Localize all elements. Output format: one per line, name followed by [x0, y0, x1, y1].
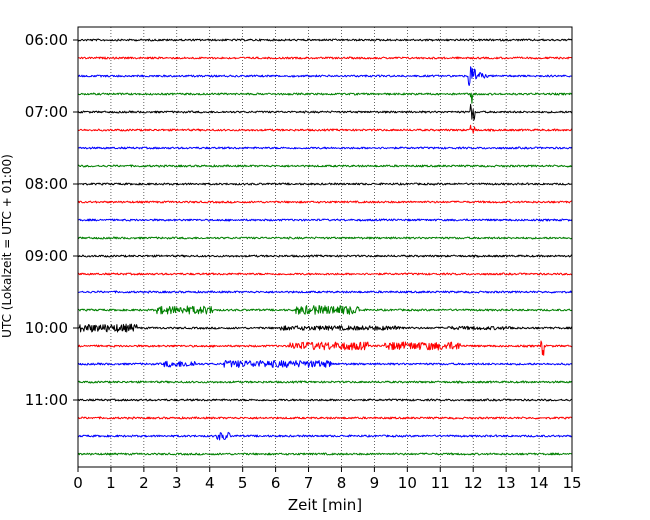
trace-17 — [77, 340, 573, 356]
y-tick-label-09:00: 09:00 — [25, 247, 68, 265]
x-tick-label-13: 13 — [497, 474, 516, 492]
trace-10 — [77, 218, 573, 222]
vertical-gridlines — [110, 27, 540, 467]
x-tick-label-11: 11 — [431, 474, 450, 492]
trace-0 — [77, 38, 573, 42]
trace-13 — [77, 272, 572, 276]
x-tick-label-1: 1 — [106, 474, 116, 492]
trace-5 — [77, 124, 573, 134]
trace-19 — [77, 380, 573, 384]
trace-7 — [77, 164, 573, 168]
x-tick-label-15: 15 — [562, 474, 581, 492]
x-tick-label-0: 0 — [73, 474, 83, 492]
y-axis-label: UTC (Lokalzeit = UTC + 01:00) — [0, 154, 14, 338]
plot-frame — [77, 26, 573, 468]
trace-20 — [77, 398, 572, 402]
y-tick-label-07:00: 07:00 — [25, 103, 68, 121]
x-axis-ticks: 0 1 2 3 4 5 6 7 8 9 10 11 12 13 14 15 — [73, 467, 582, 492]
trace-1 — [77, 56, 573, 60]
x-tick-label-2: 2 — [139, 474, 149, 492]
x-tick-label-12: 12 — [464, 474, 483, 492]
x-axis-label: Zeit [min] — [288, 496, 362, 514]
x-tick-label-6: 6 — [271, 474, 281, 492]
y-tick-label-10:00: 10:00 — [25, 319, 68, 337]
y-tick-label-06:00: 06:00 — [25, 31, 68, 49]
x-tick-label-10: 10 — [398, 474, 417, 492]
x-tick-label-14: 14 — [530, 474, 549, 492]
y-tick-label-11:00: 11:00 — [25, 391, 68, 409]
seismic-traces — [77, 38, 573, 456]
x-tick-label-5: 5 — [238, 474, 248, 492]
x-tick-label-7: 7 — [304, 474, 314, 492]
trace-18 — [77, 360, 573, 368]
trace-14 — [77, 290, 573, 294]
trace-8 — [77, 182, 573, 186]
trace-23 — [77, 452, 573, 456]
trace-22 — [77, 431, 573, 441]
x-tick-label-4: 4 — [205, 474, 215, 492]
trace-4 — [77, 103, 573, 121]
trace-21 — [78, 416, 573, 420]
x-tick-label-3: 3 — [172, 474, 182, 492]
x-tick-label-8: 8 — [337, 474, 347, 492]
trace-3 — [77, 92, 573, 104]
trace-15 — [78, 305, 573, 315]
trace-16 — [77, 323, 573, 333]
y-axis-ticks: 06:00 07:00 08:00 09:00 10:00 11:00 — [25, 31, 78, 409]
trace-11 — [77, 236, 573, 240]
y-tick-label-08:00: 08:00 — [25, 175, 68, 193]
x-tick-label-9: 9 — [370, 474, 380, 492]
trace-2 — [77, 66, 573, 86]
trace-9 — [77, 200, 573, 204]
trace-6 — [77, 146, 573, 150]
trace-12 — [77, 254, 573, 258]
